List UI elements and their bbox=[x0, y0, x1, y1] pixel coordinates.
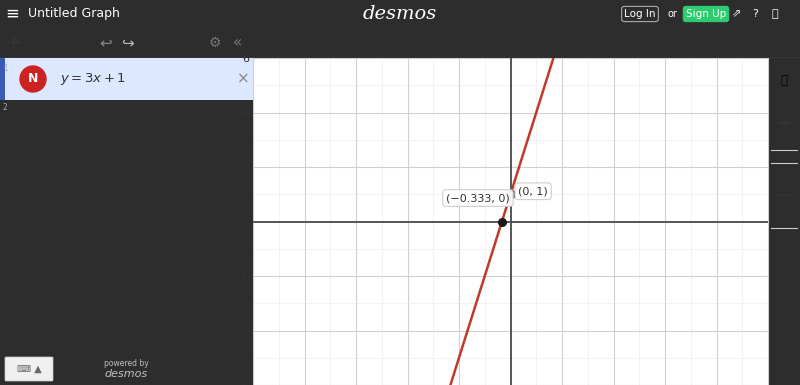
FancyBboxPatch shape bbox=[5, 357, 53, 381]
Text: Sign Up: Sign Up bbox=[686, 9, 726, 19]
Text: «: « bbox=[232, 35, 242, 50]
Text: 🌐: 🌐 bbox=[772, 9, 778, 19]
Text: ×: × bbox=[237, 72, 250, 87]
Text: N: N bbox=[28, 72, 38, 85]
FancyBboxPatch shape bbox=[0, 58, 253, 100]
Text: Log In: Log In bbox=[624, 9, 656, 19]
Text: 2: 2 bbox=[3, 103, 8, 112]
Text: ↪: ↪ bbox=[122, 35, 134, 50]
Text: Untitled Graph: Untitled Graph bbox=[28, 7, 120, 20]
Text: ≡: ≡ bbox=[5, 5, 19, 23]
Text: ⌨ ▲: ⌨ ▲ bbox=[17, 364, 42, 374]
Text: 1: 1 bbox=[3, 64, 8, 73]
Text: −: − bbox=[776, 186, 792, 205]
Circle shape bbox=[20, 66, 46, 92]
Text: $y = 3x + 1$: $y = 3x + 1$ bbox=[60, 71, 126, 87]
Text: desmos: desmos bbox=[105, 369, 148, 379]
Text: ↩: ↩ bbox=[100, 35, 112, 50]
Text: (−0.333, 0): (−0.333, 0) bbox=[446, 193, 510, 203]
Text: powered by: powered by bbox=[104, 358, 149, 368]
Text: desmos: desmos bbox=[363, 5, 437, 23]
Text: ⇗: ⇗ bbox=[732, 9, 742, 19]
Text: 🔧: 🔧 bbox=[781, 74, 787, 87]
Text: (0, 1): (0, 1) bbox=[518, 186, 548, 196]
Text: ?: ? bbox=[752, 9, 758, 19]
Text: ⚙: ⚙ bbox=[209, 36, 222, 50]
Text: +: + bbox=[776, 114, 792, 133]
Text: +: + bbox=[5, 33, 23, 53]
FancyBboxPatch shape bbox=[0, 58, 5, 100]
Text: or: or bbox=[667, 9, 677, 19]
